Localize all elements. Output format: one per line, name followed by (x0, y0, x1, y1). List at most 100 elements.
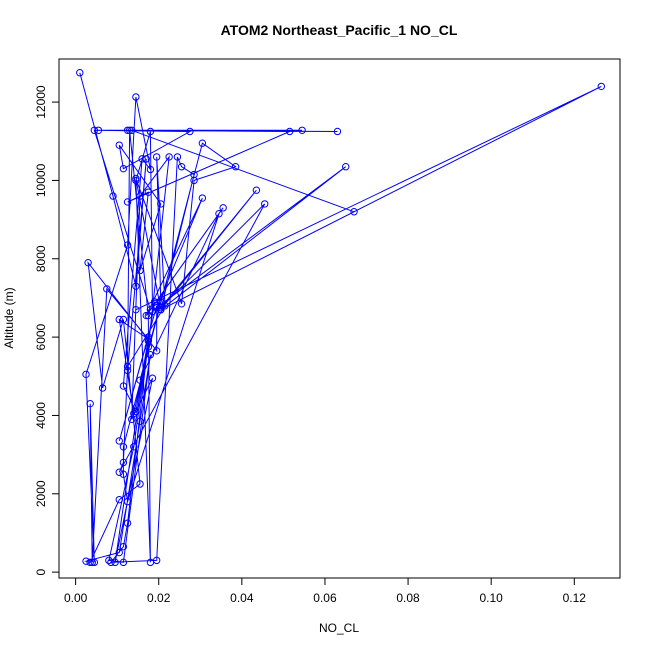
data-point (90, 126, 99, 134)
data-point (298, 126, 306, 134)
data-point (123, 366, 132, 375)
data-point (84, 258, 92, 267)
data-point (123, 497, 132, 506)
data-point (123, 241, 132, 249)
data-point (132, 174, 140, 183)
series-line (79, 72, 602, 563)
data-point (157, 304, 165, 312)
data-point (177, 163, 186, 171)
data-point (119, 164, 128, 173)
data-point (132, 93, 140, 101)
data-point (146, 305, 155, 314)
data-point (125, 126, 134, 134)
y-axis: 0 2000 4000 6000 8000 10000 12000 (34, 85, 60, 575)
data-point (119, 315, 128, 324)
data-point (103, 285, 111, 293)
data-point (119, 382, 128, 390)
x-tick-label: 0.12 (563, 591, 587, 605)
data-point (128, 126, 136, 134)
data-point (86, 558, 94, 567)
data-point (285, 127, 294, 136)
data-point (144, 337, 153, 345)
data-point (136, 417, 144, 426)
data-point (597, 82, 605, 91)
data-point (136, 376, 144, 384)
y-tick-label: 6000 (34, 323, 48, 350)
data-point (82, 370, 90, 379)
data-point (342, 163, 350, 171)
y-tick-label: 8000 (34, 245, 48, 272)
data-point (132, 305, 140, 314)
y-tick-label: 4000 (34, 402, 48, 429)
x-axis: 0.00 0.02 0.04 0.06 0.08 0.10 0.12 (64, 577, 587, 605)
data-point (152, 302, 161, 310)
y-tick-label: 12000 (34, 85, 48, 119)
data-point (148, 374, 157, 382)
y-tick-label: 0 (34, 568, 48, 575)
data-point (231, 163, 240, 171)
data-point (109, 192, 117, 200)
data-point (138, 155, 146, 163)
data-point (152, 556, 161, 565)
data-point (115, 315, 123, 324)
data-point (132, 282, 140, 290)
data-point (152, 153, 161, 161)
x-tick-label: 0.00 (64, 591, 88, 605)
data-point (190, 176, 198, 185)
data-point (98, 384, 107, 392)
data-point (165, 153, 173, 161)
data-point (123, 519, 132, 527)
data-point (261, 200, 269, 208)
data-point (115, 495, 123, 504)
x-tick-label: 0.10 (479, 591, 503, 605)
y-axis-label: Altitude (m) (2, 287, 16, 348)
data-point (177, 300, 186, 308)
data-point (132, 176, 140, 185)
data-point (186, 127, 194, 136)
x-tick-label: 0.08 (396, 591, 420, 605)
data-point (123, 362, 132, 371)
data-point (157, 298, 165, 306)
data-point (86, 399, 94, 408)
data-point (128, 415, 136, 424)
data-point (142, 311, 150, 320)
data-point (119, 542, 128, 551)
data-point (136, 192, 144, 200)
data-point (161, 302, 169, 310)
data-point (333, 127, 342, 136)
data-point (198, 194, 207, 202)
data-point (115, 437, 123, 445)
data-point (130, 443, 138, 451)
data-point (119, 558, 128, 567)
data-point (146, 165, 155, 174)
data-point (252, 186, 261, 194)
y-tick-label: 2000 (34, 480, 48, 507)
data-point (132, 407, 140, 416)
data-point (198, 139, 207, 147)
series-layer (76, 69, 605, 567)
data-point (148, 307, 157, 316)
data-point (94, 126, 103, 134)
x-tick-label: 0.04 (230, 591, 254, 605)
data-point (144, 335, 153, 343)
data-point (136, 266, 144, 275)
data-point (146, 127, 155, 136)
data-point (146, 351, 155, 359)
data-point (350, 208, 358, 216)
data-point (90, 558, 99, 567)
x-axis-label: NO_CL (319, 621, 359, 635)
data-point (115, 141, 123, 149)
y-tick-label: 10000 (34, 163, 48, 197)
data-point (144, 188, 153, 196)
data-point (190, 170, 198, 179)
data-point (219, 204, 227, 212)
x-tick-label: 0.06 (313, 591, 337, 605)
data-point (152, 347, 161, 355)
data-point (157, 200, 165, 208)
data-point (215, 210, 223, 218)
data-point (82, 557, 90, 565)
chart-title: ATOM2 Northeast_Pacific_1 NO_CL (221, 22, 458, 38)
data-point (105, 556, 113, 565)
